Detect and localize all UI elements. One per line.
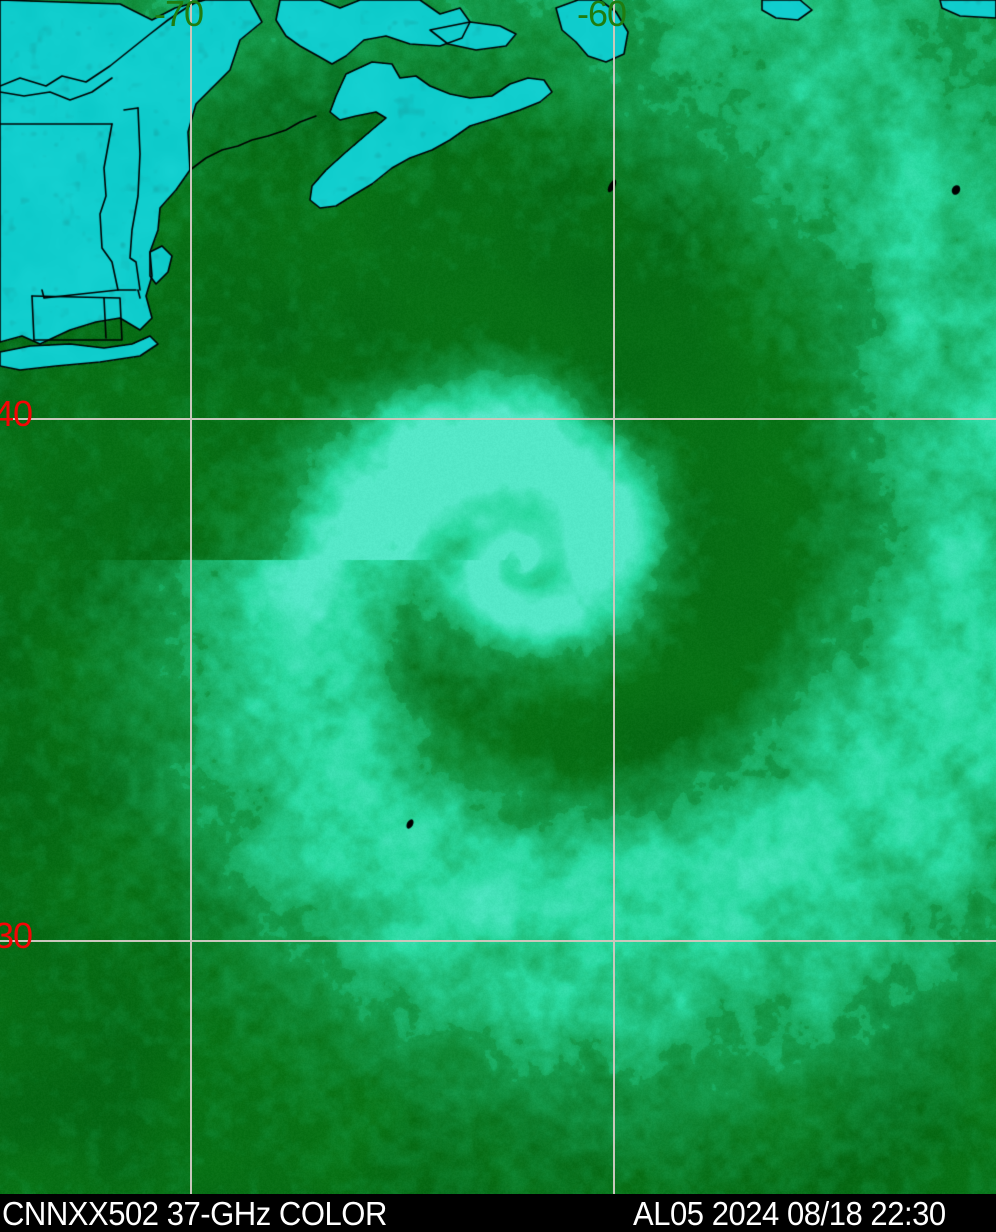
latitude-label-30n: 30: [0, 915, 33, 956]
sensor-product-label: CNNXX502 37-GHz COLOR: [2, 1195, 387, 1232]
satellite-imagery-panel: -70 -60 40 30: [0, 0, 996, 1194]
satellite-imagery-canvas: [0, 0, 996, 1194]
annotation-bar: CNNXX502 37-GHz COLOR AL05 2024 08/18 22…: [0, 1194, 996, 1232]
latitude-label-40n: 40: [0, 393, 33, 434]
longitude-label-70w: -70: [154, 0, 204, 34]
longitude-label-60w: -60: [577, 0, 627, 34]
storm-id-timestamp-label: AL05 2024 08/18 22:30: [633, 1195, 946, 1232]
